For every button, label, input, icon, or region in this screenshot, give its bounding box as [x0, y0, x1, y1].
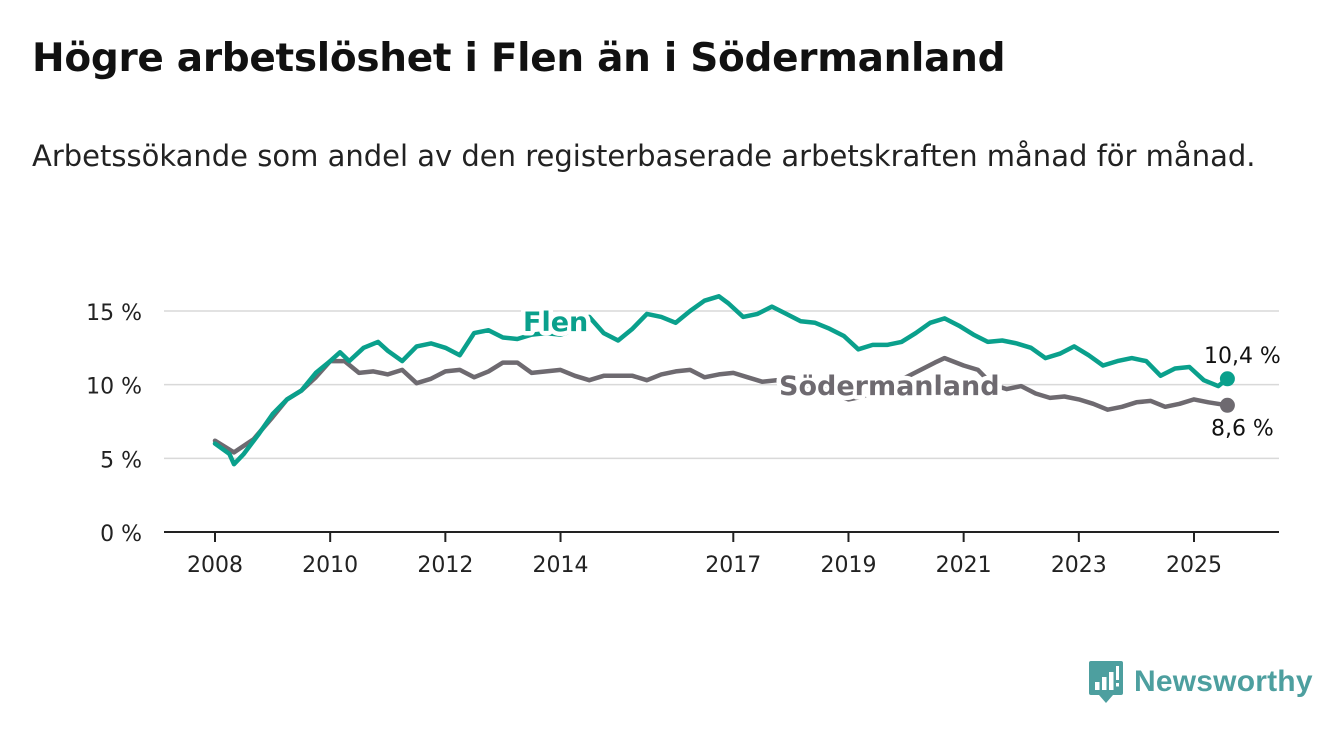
x-tick-label: 2021	[936, 553, 992, 578]
brand-name: Newsworthy	[1134, 665, 1313, 698]
x-tick-label: 2023	[1051, 553, 1107, 578]
sodermanland-line	[212, 355, 1230, 455]
sodermanland-end-point	[1219, 397, 1235, 413]
x-tick-label: 2008	[187, 553, 243, 578]
x-tick-label: 2014	[533, 553, 589, 578]
chart-subtitle: Arbetssökande som andel av den registerb…	[32, 139, 1256, 173]
flen-series-label: Flen	[523, 307, 588, 338]
flen-end-point	[1219, 371, 1235, 387]
y-tick-label: 5 %	[100, 448, 142, 473]
x-tick-label: 2017	[705, 553, 761, 578]
x-tick-label: 2025	[1166, 553, 1222, 578]
flen-line	[212, 294, 1230, 467]
x-tick-label: 2019	[820, 553, 876, 578]
y-tick-label: 15 %	[86, 301, 142, 326]
x-tick-label: 2010	[302, 553, 358, 578]
sodermanland-end-label: 8,6 %	[1211, 416, 1274, 441]
sodermanland-series-label: Södermanland	[779, 371, 1000, 402]
chart-title: Högre arbetslöshet i Flen än i Södermanl…	[32, 36, 1006, 81]
x-tick-label: 2012	[417, 553, 473, 578]
bar-chart-logo-icon	[1089, 661, 1123, 703]
flen-end-label: 10,4 %	[1204, 344, 1281, 369]
y-tick-label: 10 %	[86, 375, 142, 400]
newsworthy-brand: Newsworthy	[1088, 660, 1313, 704]
y-tick-label: 0 %	[100, 522, 142, 547]
